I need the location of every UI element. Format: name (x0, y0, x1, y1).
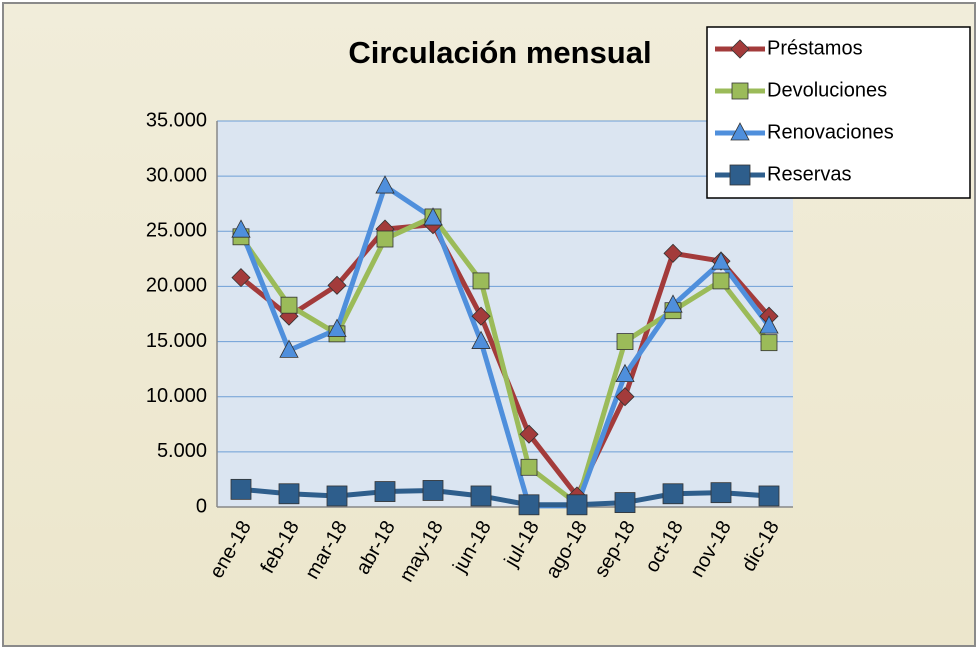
marker (472, 272, 490, 290)
marker (374, 481, 396, 502)
marker (712, 272, 730, 290)
marker (279, 339, 299, 358)
marker (759, 315, 779, 334)
marker (471, 330, 491, 349)
y-tick-label: 5.000 (157, 440, 207, 462)
marker (711, 251, 731, 270)
marker (423, 207, 443, 226)
marker (326, 485, 348, 507)
plot-area (217, 121, 793, 507)
marker (422, 480, 444, 501)
marker (231, 219, 251, 238)
legend-label: Devoluciones (767, 79, 887, 101)
marker (519, 424, 539, 444)
marker (662, 483, 684, 505)
marker (278, 483, 300, 505)
legend-label: Préstamos (767, 37, 863, 59)
marker (730, 39, 750, 59)
marker (471, 306, 491, 326)
y-tick-label: 15.000 (146, 330, 207, 352)
marker (760, 334, 778, 352)
marker (663, 294, 683, 313)
legend-label: Renovaciones (767, 121, 894, 143)
marker (616, 333, 634, 350)
marker (327, 275, 347, 295)
marker (231, 268, 251, 288)
marker (614, 492, 636, 513)
y-tick-label: 35.000 (146, 109, 207, 131)
marker (327, 318, 347, 337)
y-tick-label: 25.000 (146, 220, 207, 242)
marker (520, 458, 538, 476)
marker (280, 296, 298, 314)
y-tick-label: 30.000 (146, 164, 207, 186)
marker (615, 387, 635, 407)
marker (376, 230, 394, 248)
legend-label: Reservas (767, 163, 851, 185)
marker (518, 494, 540, 516)
marker (710, 482, 732, 504)
marker (758, 485, 780, 507)
y-tick-label: 20.000 (146, 275, 207, 297)
marker (663, 243, 683, 263)
marker (470, 485, 492, 507)
marker (375, 175, 395, 194)
marker (729, 164, 751, 186)
marker (730, 122, 750, 141)
y-tick-label: 0 (196, 495, 207, 517)
marker (615, 363, 635, 383)
marker (731, 82, 749, 100)
marker (566, 494, 588, 516)
legend (706, 26, 971, 199)
marker (230, 478, 252, 500)
chart-title: Circulación mensual (348, 35, 651, 70)
y-tick-label: 10.000 (146, 385, 207, 407)
